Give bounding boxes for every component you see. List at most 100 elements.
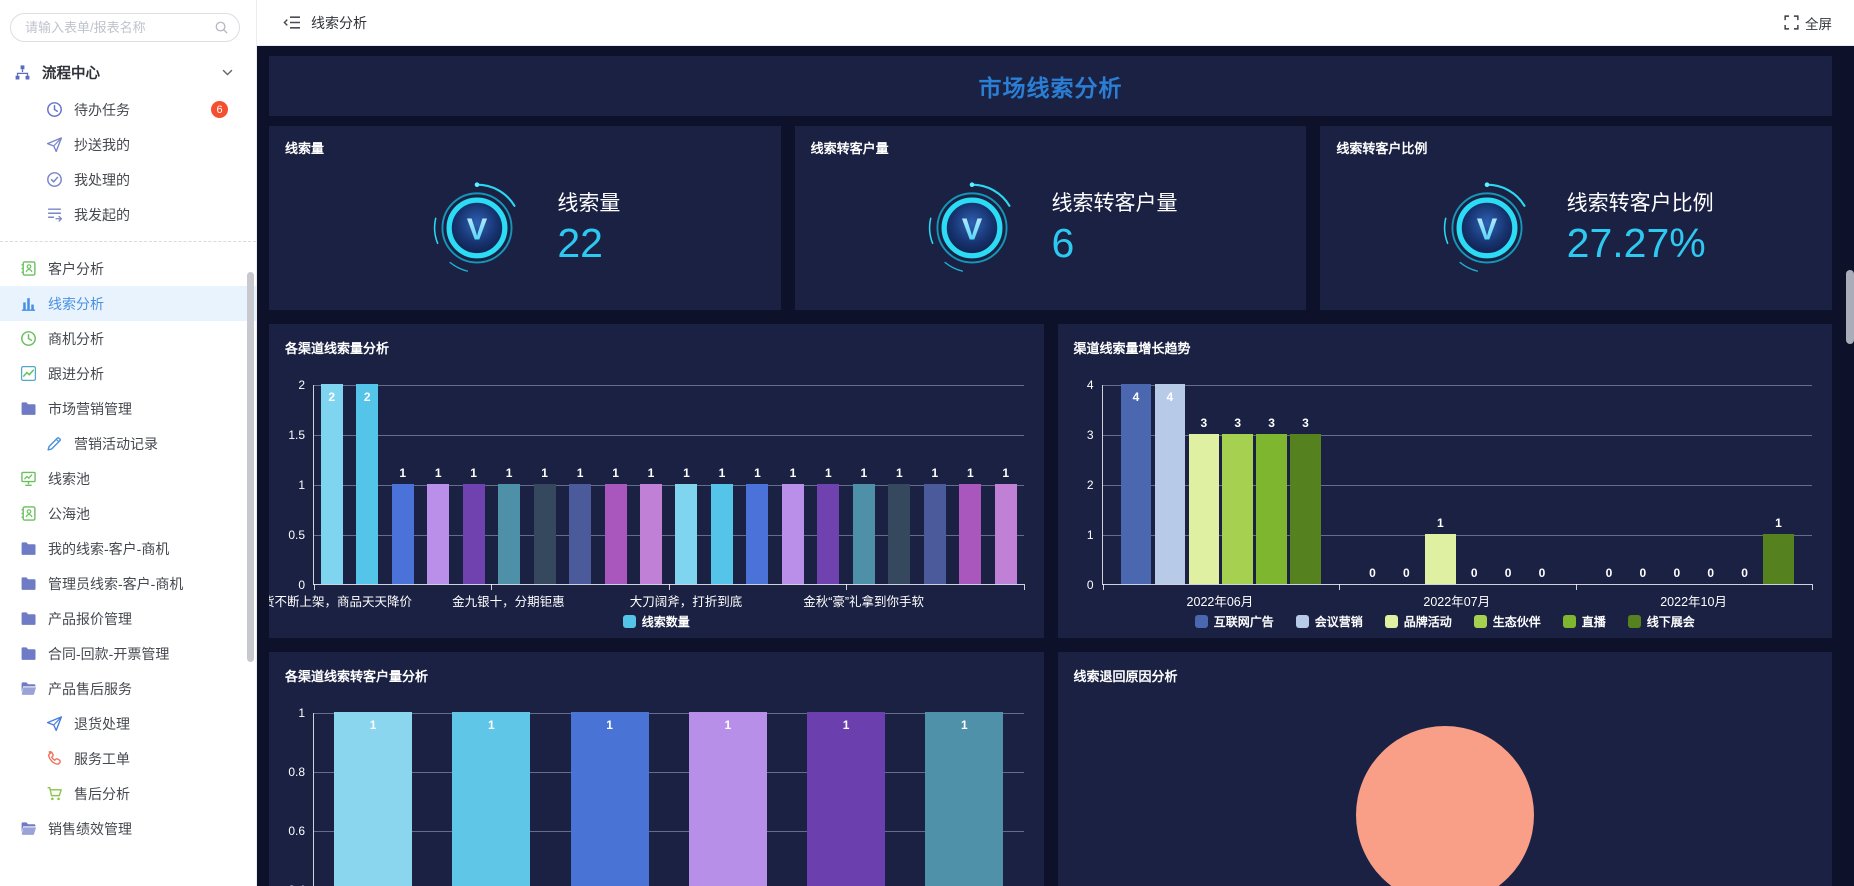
bar (817, 484, 840, 584)
legend-item[interactable]: 互联网广告 (1194, 613, 1274, 630)
sidebar-item-admin-leads-customers-opportunities[interactable]: 管理员线索-客户-商机 (0, 566, 256, 601)
folder-icon (20, 575, 37, 592)
bar (710, 484, 733, 584)
content-scrollbar[interactable] (1846, 46, 1854, 886)
sidebar-item-label: 线索池 (48, 470, 90, 487)
gridline (314, 535, 1024, 536)
kpi-text: 线索转客户量 6 (1052, 187, 1178, 264)
sidebar-divider (0, 241, 256, 242)
x-category-label: 金九银十，分期钜惠 (452, 595, 565, 609)
bar-value-label: 1 (488, 718, 495, 732)
legend-item[interactable]: 生态伙伴 (1473, 613, 1541, 630)
kpi-card-header: 线索量 (285, 141, 325, 156)
bar-value-label: 0 (1403, 566, 1410, 580)
bar (1763, 534, 1794, 584)
kpi-card-header: 线索转客户比例 (1336, 141, 1428, 156)
kpi-label: 线索转客户量 (1051, 192, 1178, 215)
legend-swatch (1562, 615, 1576, 628)
legend-item[interactable]: 品牌活动 (1384, 613, 1452, 630)
y-tick-label: 1.5 (288, 428, 305, 442)
chevron-down-icon[interactable] (221, 66, 234, 79)
sidebar-item-cc-to-me[interactable]: 抄送我的 (0, 127, 256, 162)
svg-text:V: V (961, 211, 982, 246)
folder-icon (20, 645, 37, 662)
sidebar-item-label: 销售绩效管理 (48, 820, 132, 837)
chart-plot-area: 0 1 2 3 4 4 0 0 4 0 0 3 1 0 3 0 0 3 0 0 3 0 1 2022年06月 2022年07月 2… (1087, 378, 1813, 609)
bar (1188, 434, 1220, 584)
kpi-text: 线索量 22 (557, 187, 620, 264)
bar (1425, 534, 1456, 584)
sidebar-item-followup-analysis[interactable]: 跟进分析 (0, 356, 256, 391)
sidebar-item-initiated-by-me[interactable]: 我发起的 (0, 197, 256, 232)
sidebar-item-todo-tasks[interactable]: 待办任务 6 (0, 92, 256, 127)
kpi-value: 27.27% (1566, 220, 1706, 266)
sidebar-item-service-work-order[interactable]: 服务工单 (0, 741, 256, 776)
sidebar-item-label: 营销活动记录 (74, 435, 158, 452)
x-axis-labels: 新货不断上架，商品天天降价 金九银十，分期钜惠 大刀阔斧，打折到底 金秋“豪”礼拿到你… (269, 589, 1024, 609)
sidebar-item-label: 我发起的 (74, 206, 130, 223)
bar-value-label: 3 (1200, 416, 1208, 430)
sidebar-item-label: 商机分析 (48, 330, 104, 347)
legend-item[interactable]: 线下展会 (1627, 613, 1695, 630)
y-tick-label: 3 (1086, 428, 1094, 442)
sidebar-scrollbar[interactable] (247, 272, 254, 662)
collapse-sidebar-icon[interactable] (283, 15, 301, 30)
sidebar-item-contract-payment-invoice-management[interactable]: 合同-回款-开票管理 (0, 636, 256, 671)
bar (452, 712, 531, 886)
bar-value-label: 1 (434, 466, 442, 480)
sidebar-item-handled-by-me[interactable]: 我处理的 (0, 162, 256, 197)
sidebar-item-return-processing[interactable]: 退货处理 (0, 706, 256, 741)
search-box[interactable] (10, 13, 240, 42)
legend-item[interactable]: 会议营销 (1295, 613, 1363, 630)
bar-chart-icon (20, 295, 37, 312)
legend-swatch (1295, 615, 1309, 628)
gridline (1102, 435, 1812, 436)
bar-value-label: 0 (1639, 566, 1647, 580)
chart-card-channel-lead-volume: 各渠道线索量分析 0 0.5 1 1.5 2 2 2 1 1 1 1 1 1 1 1 1 1 1 1 1 1 1 1 1 1 新货不… (269, 324, 1044, 638)
sidebar-item-process-center[interactable]: 流程中心 (0, 52, 256, 92)
legend-swatch (1473, 615, 1487, 628)
sidebar-item-product-aftersales-service[interactable]: 产品售后服务 (0, 671, 256, 706)
gridline (314, 485, 1024, 486)
sidebar-item-product-quotation-management[interactable]: 产品报价管理 (0, 601, 256, 636)
legend-item[interactable]: 直播 (1562, 613, 1606, 630)
sidebar-item-label: 管理员线索-客户-商机 (48, 575, 184, 592)
legend-item[interactable]: 线索数量 (622, 613, 690, 630)
sidebar-item-lead-analysis[interactable]: 线索分析 (0, 286, 256, 321)
kpi-row: 线索量 V 线索量 22 线索转客户量 V 线索转客户量 6 线索转客户比例 V 线索转客户比例 27… (269, 126, 1833, 310)
sidebar-item-public-sea-pool[interactable]: 公海池 (0, 496, 256, 531)
y-tick-label: 1 (298, 478, 305, 492)
legend-label: 品牌活动 (1403, 615, 1452, 629)
sidebar-item-label: 市场营销管理 (48, 400, 132, 417)
sidebar-item-aftersales-analysis[interactable]: 售后分析 (0, 776, 256, 811)
sidebar-item-marketing-activity-records[interactable]: 营销活动记录 (0, 426, 256, 461)
fullscreen-button[interactable]: 全屏 (1784, 13, 1832, 33)
sidebar-item-lead-pool[interactable]: 线索池 (0, 461, 256, 496)
bar (356, 384, 379, 584)
sidebar-item-opportunity-analysis[interactable]: 商机分析 (0, 321, 256, 356)
sidebar-item-sales-performance-management[interactable]: 销售绩效管理 (0, 811, 256, 846)
sidebar-item-label: 合同-回款-开票管理 (48, 645, 170, 662)
bar-value-label: 1 (399, 466, 407, 480)
plot: 0 0.5 1 1.5 2 2 2 1 1 1 1 1 1 1 1 1 1 1 1 1 1 1 1 1 1 (288, 378, 1025, 592)
gridline (314, 772, 1024, 773)
chart-row-1: 各渠道线索量分析 0 0.5 1 1.5 2 2 2 1 1 1 1 1 1 1 1 1 1 1 1 1 1 1 1 1 1 新货不… (269, 324, 1832, 638)
sidebar-item-marketing-management[interactable]: 市场营销管理 (0, 391, 256, 426)
bar-value-label: 1 (931, 466, 939, 480)
content-scrollbar-thumb[interactable] (1846, 270, 1854, 344)
bar-value-label: 1 (606, 718, 613, 732)
y-tick-label: 0.5 (288, 528, 305, 542)
bar (925, 712, 1004, 886)
sidebar-item-my-leads-customers-opportunities[interactable]: 我的线索-客户-商机 (0, 531, 256, 566)
sidebar-item-label: 服务工单 (74, 750, 130, 767)
sidebar-item-label: 产品报价管理 (48, 610, 132, 627)
bar (320, 384, 343, 584)
legend-label: 生态伙伴 (1492, 615, 1541, 629)
sidebar-item-customer-analysis[interactable]: 客户分析 (0, 251, 256, 286)
pen-icon (46, 435, 63, 452)
dashboard-title-band: 市场线索分析 (269, 56, 1832, 116)
search-input[interactable] (25, 20, 214, 35)
x-category-label: 新货不断上架，商品天天降价 (269, 595, 413, 609)
x-axis-tick (846, 584, 848, 590)
chart-plot-area: 0 0.5 1 1.5 2 2 2 1 1 1 1 1 1 1 1 1 1 1 1 1 1 1 1 1 1 新货不断上架，商品天天… (269, 378, 1025, 609)
